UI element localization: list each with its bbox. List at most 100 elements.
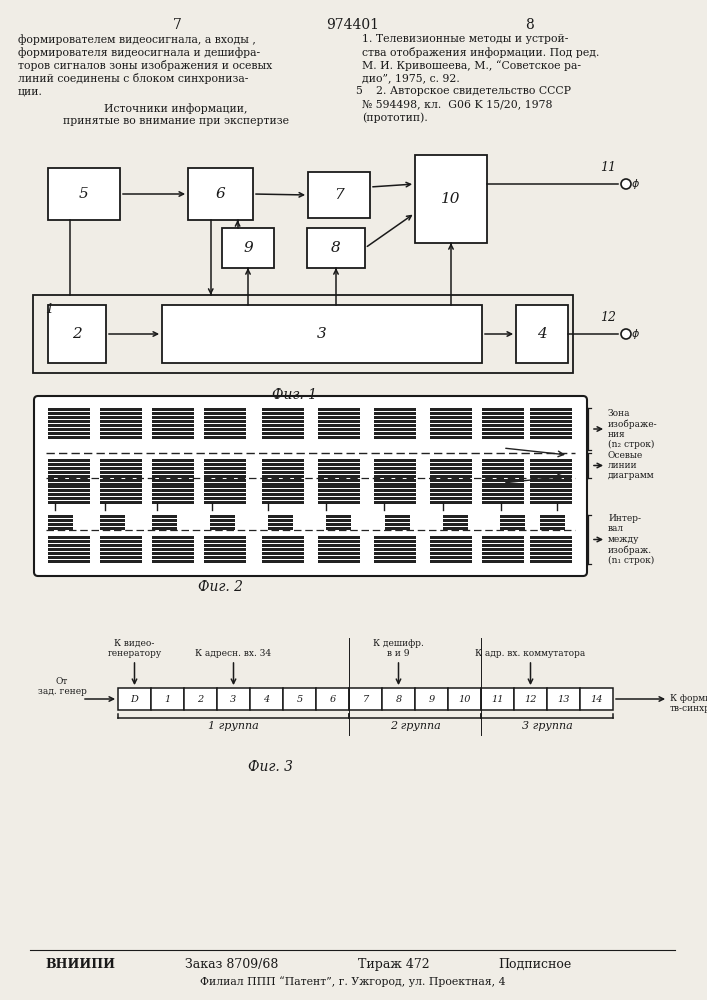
Bar — [48, 519, 73, 522]
Bar — [204, 416, 246, 418]
Text: торов сигналов зоны изображения и осевых: торов сигналов зоны изображения и осевых — [18, 60, 272, 71]
Bar — [374, 428, 416, 430]
Bar — [100, 412, 142, 414]
Bar — [48, 501, 90, 504]
Bar — [530, 485, 572, 488]
Bar — [204, 463, 246, 466]
Bar — [100, 483, 142, 486]
Bar — [152, 483, 194, 486]
Bar — [100, 489, 142, 491]
Bar — [482, 544, 524, 546]
Bar — [374, 489, 416, 491]
Bar — [430, 475, 472, 478]
Bar — [374, 424, 416, 426]
Bar — [100, 497, 142, 499]
Bar — [48, 489, 90, 491]
Bar — [540, 527, 565, 530]
Bar — [152, 432, 194, 434]
Text: Интер-
вал
между
изображ.
(n₁ строк): Интер- вал между изображ. (n₁ строк) — [608, 514, 654, 565]
Bar — [385, 523, 410, 526]
Bar — [482, 501, 524, 504]
Text: 3: 3 — [230, 694, 237, 704]
Bar — [100, 467, 142, 470]
Bar — [430, 485, 472, 488]
Bar — [374, 408, 416, 410]
Bar — [500, 519, 525, 522]
Bar — [262, 552, 304, 554]
Text: 5: 5 — [79, 187, 89, 201]
Text: Осевые
линии
диаграмм: Осевые линии диаграмм — [608, 451, 655, 480]
Text: 1: 1 — [164, 694, 170, 704]
Bar — [268, 527, 293, 530]
Bar — [318, 479, 360, 482]
Bar — [268, 515, 293, 518]
Bar — [530, 548, 572, 550]
Bar — [204, 540, 246, 542]
Bar — [100, 523, 125, 526]
Bar — [152, 523, 177, 526]
Bar — [482, 467, 524, 470]
Text: 2: 2 — [72, 327, 82, 341]
Bar — [33, 295, 573, 373]
Text: К адр. вх. коммутатора: К адр. вх. коммутатора — [475, 649, 585, 658]
Bar — [262, 501, 304, 504]
Bar — [152, 556, 194, 558]
Bar — [204, 428, 246, 430]
Bar — [530, 497, 572, 499]
Bar — [318, 412, 360, 414]
Text: 5: 5 — [355, 86, 362, 96]
Bar — [430, 416, 472, 418]
Text: 9: 9 — [243, 241, 253, 255]
Text: 4: 4 — [537, 327, 547, 341]
Bar — [374, 459, 416, 462]
Bar — [374, 501, 416, 504]
Bar — [100, 560, 142, 562]
Bar — [262, 459, 304, 462]
Bar — [152, 420, 194, 422]
Bar — [100, 556, 142, 558]
Text: 2: 2 — [197, 694, 204, 704]
Bar — [152, 552, 194, 554]
Bar — [430, 489, 472, 491]
Bar — [48, 527, 73, 530]
Bar — [48, 467, 90, 470]
Bar — [530, 420, 572, 422]
Bar — [48, 432, 90, 434]
Bar — [48, 305, 106, 363]
Bar — [250, 688, 283, 710]
Bar — [482, 552, 524, 554]
Bar — [118, 688, 151, 710]
Bar — [500, 527, 525, 530]
Bar — [204, 420, 246, 422]
Bar — [540, 515, 565, 518]
Bar — [204, 552, 246, 554]
Bar — [152, 459, 194, 462]
Bar — [482, 489, 524, 491]
Bar — [482, 459, 524, 462]
Bar — [204, 459, 246, 462]
Bar — [326, 515, 351, 518]
Bar — [184, 688, 217, 710]
Bar — [482, 475, 524, 478]
Text: дио”, 1975, с. 92.: дио”, 1975, с. 92. — [362, 73, 460, 83]
Text: 10: 10 — [441, 192, 461, 206]
Bar — [374, 471, 416, 474]
Bar — [500, 515, 525, 518]
Bar — [204, 436, 246, 438]
Bar — [482, 471, 524, 474]
Bar — [262, 424, 304, 426]
Bar — [530, 483, 572, 486]
Bar — [318, 493, 360, 495]
Bar — [48, 475, 90, 478]
Bar — [318, 548, 360, 550]
Bar — [318, 483, 360, 486]
Bar — [482, 463, 524, 466]
Bar — [430, 540, 472, 542]
Text: 5: 5 — [296, 694, 303, 704]
Text: Заказ 8709/68: Заказ 8709/68 — [185, 958, 279, 971]
Bar — [482, 540, 524, 542]
Bar — [385, 519, 410, 522]
Text: 14: 14 — [590, 694, 603, 704]
Bar — [530, 432, 572, 434]
Bar — [530, 552, 572, 554]
